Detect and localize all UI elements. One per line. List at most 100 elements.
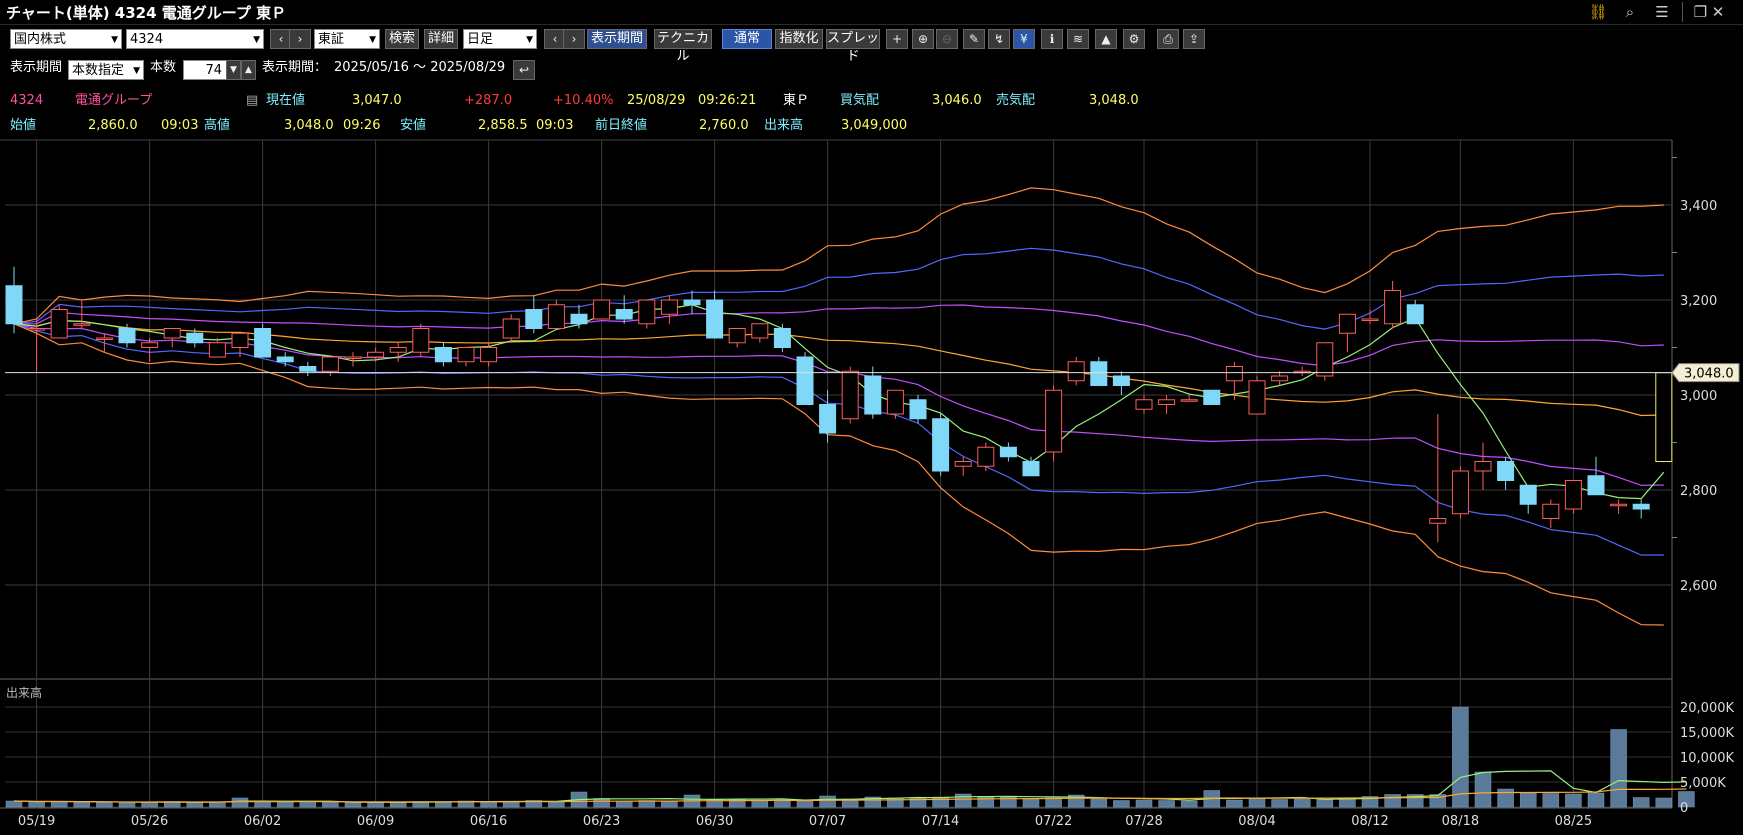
volume-bar (1203, 790, 1221, 808)
candle (28, 319, 46, 372)
band-lower-1 (13, 323, 1664, 486)
search-button[interactable]: 検索 (385, 29, 419, 49)
exchange-select[interactable]: 東証 ▼ (314, 29, 380, 49)
candle (1655, 372, 1673, 463)
candle (231, 332, 249, 357)
date-tick-label: 08/04 (1238, 814, 1275, 829)
candle (819, 390, 837, 443)
range-period-value: 2025/05/16 ～ 2025/08/29 (334, 60, 506, 75)
candle-body (1112, 375, 1130, 386)
code-input[interactable]: 4324 ▼ (126, 29, 264, 49)
trendline-icon[interactable]: ↯ (988, 29, 1010, 49)
detail-button[interactable]: 詳細 (424, 29, 458, 49)
display-period-button[interactable]: 表示期間 (587, 29, 647, 49)
candle-body (1587, 475, 1605, 496)
next-code-button[interactable]: › (289, 29, 311, 49)
candle (321, 356, 339, 376)
next-period-button[interactable]: › (563, 29, 585, 49)
candle (434, 342, 452, 367)
spread-button[interactable]: スプレッド (826, 29, 880, 64)
volume-bar (954, 793, 972, 808)
pencil-icon[interactable]: ✎ (963, 29, 985, 49)
candle-body (141, 342, 159, 348)
volume-bar (118, 802, 136, 808)
moving-average-icon[interactable]: ≋ (1067, 29, 1089, 49)
candle-body (1248, 380, 1266, 415)
date-tick-label: 06/09 (357, 814, 394, 829)
range-mode-select[interactable]: 本数指定 ▼ (68, 60, 144, 80)
volume-bar (909, 797, 927, 808)
current-value: 3,047.0 (352, 93, 402, 108)
candle-body (660, 299, 678, 315)
normal-button[interactable]: 通常 (722, 29, 772, 49)
chevron-down-icon: ▼ (133, 66, 140, 76)
exchange-select-value: 東証 (318, 32, 345, 47)
date-tick-label: 07/28 (1125, 814, 1162, 829)
candle-body (1610, 503, 1628, 507)
crosshair-icon[interactable]: + (886, 29, 908, 49)
candle-body (50, 309, 68, 339)
candle-body (28, 328, 46, 331)
chevron-down-icon: ▼ (526, 35, 533, 45)
candle (706, 290, 724, 339)
low-label: 安値 (400, 118, 427, 133)
range-label: 表示期間 (10, 60, 63, 75)
reset-icon[interactable]: ↩ (513, 60, 535, 80)
info-icon[interactable]: ℹ (1041, 29, 1063, 49)
volume-bar (457, 800, 475, 808)
candle-body (751, 323, 769, 339)
volume-bar (1565, 793, 1582, 808)
zoom-out-icon[interactable]: ⊖ (936, 29, 958, 49)
indexed-button[interactable]: 指数化 (775, 29, 823, 49)
link-icon[interactable]: ⛓ (1588, 3, 1608, 21)
export-icon[interactable]: ⇪ (1183, 29, 1205, 49)
candle (1338, 313, 1356, 353)
market-select[interactable]: 国内株式 ▼ (10, 29, 122, 49)
candle-body (706, 299, 724, 339)
candle-body (1338, 313, 1356, 334)
count-up-button[interactable]: ▲ (241, 60, 256, 80)
zoom-in-icon[interactable]: ⊕ (912, 29, 934, 49)
volume-bar (28, 801, 45, 808)
quote-market: 東Ｐ (783, 93, 810, 108)
band-upper-2 (13, 247, 1664, 330)
area-chart-icon[interactable]: ▲ (1095, 29, 1117, 49)
date-tick-label: 06/30 (696, 814, 733, 829)
menu-icon[interactable]: ☰ (1655, 3, 1669, 21)
candle (570, 304, 588, 329)
candle-body (932, 418, 950, 472)
candle-body (977, 446, 995, 467)
candle (841, 366, 859, 424)
current-price-label: 3,048.0 (1684, 367, 1734, 382)
window-controls-icon[interactable]: ❐ ✕ (1682, 2, 1735, 22)
volume-bar (50, 801, 68, 808)
volume-bar (1135, 799, 1153, 808)
candle (457, 347, 475, 367)
period-select[interactable]: 日足 ▼ (463, 29, 537, 49)
range-mode-value: 本数指定 (72, 63, 125, 78)
print-icon[interactable]: ⎙ (1157, 29, 1179, 49)
code-input-value: 4324 (130, 32, 164, 47)
technical-button[interactable]: テクニカル (654, 29, 712, 64)
ask-label: 売気配 (996, 93, 1036, 108)
search-icon[interactable]: ⌕ (1625, 3, 1635, 21)
volume-bar (796, 800, 814, 808)
candle-body (73, 323, 91, 326)
volume-bar (435, 801, 452, 808)
candle-body (1384, 290, 1402, 325)
main-toolbar: 国内株式 ▼ 4324 ▼ ‹ › 東証 ▼ 検索 詳細 日足 ▼ ‹ › 表示期間 テ… (0, 29, 1743, 64)
band-lower-2 (13, 323, 1664, 556)
fibonacci-icon[interactable]: ¥ (1013, 29, 1035, 49)
high-label: 高値 (204, 118, 231, 133)
count-input[interactable]: 74 (183, 60, 227, 80)
candle (1045, 385, 1063, 462)
count-down-button[interactable]: ▼ (226, 60, 241, 80)
settings-icon[interactable]: ⚙ (1123, 29, 1145, 49)
volume-bar (231, 797, 249, 808)
candle-body (638, 299, 656, 325)
volume-value: 3,049,000 (841, 118, 908, 133)
price-tick-label: 2,800 (1680, 484, 1717, 499)
title-bar: チャート(単体) 4324 電通グループ 東Ｐ ⛓ ⌕ ☰ ❐ ✕ (0, 0, 1743, 25)
document-icon[interactable]: ▤ (246, 93, 259, 108)
candle-body (1225, 366, 1243, 382)
